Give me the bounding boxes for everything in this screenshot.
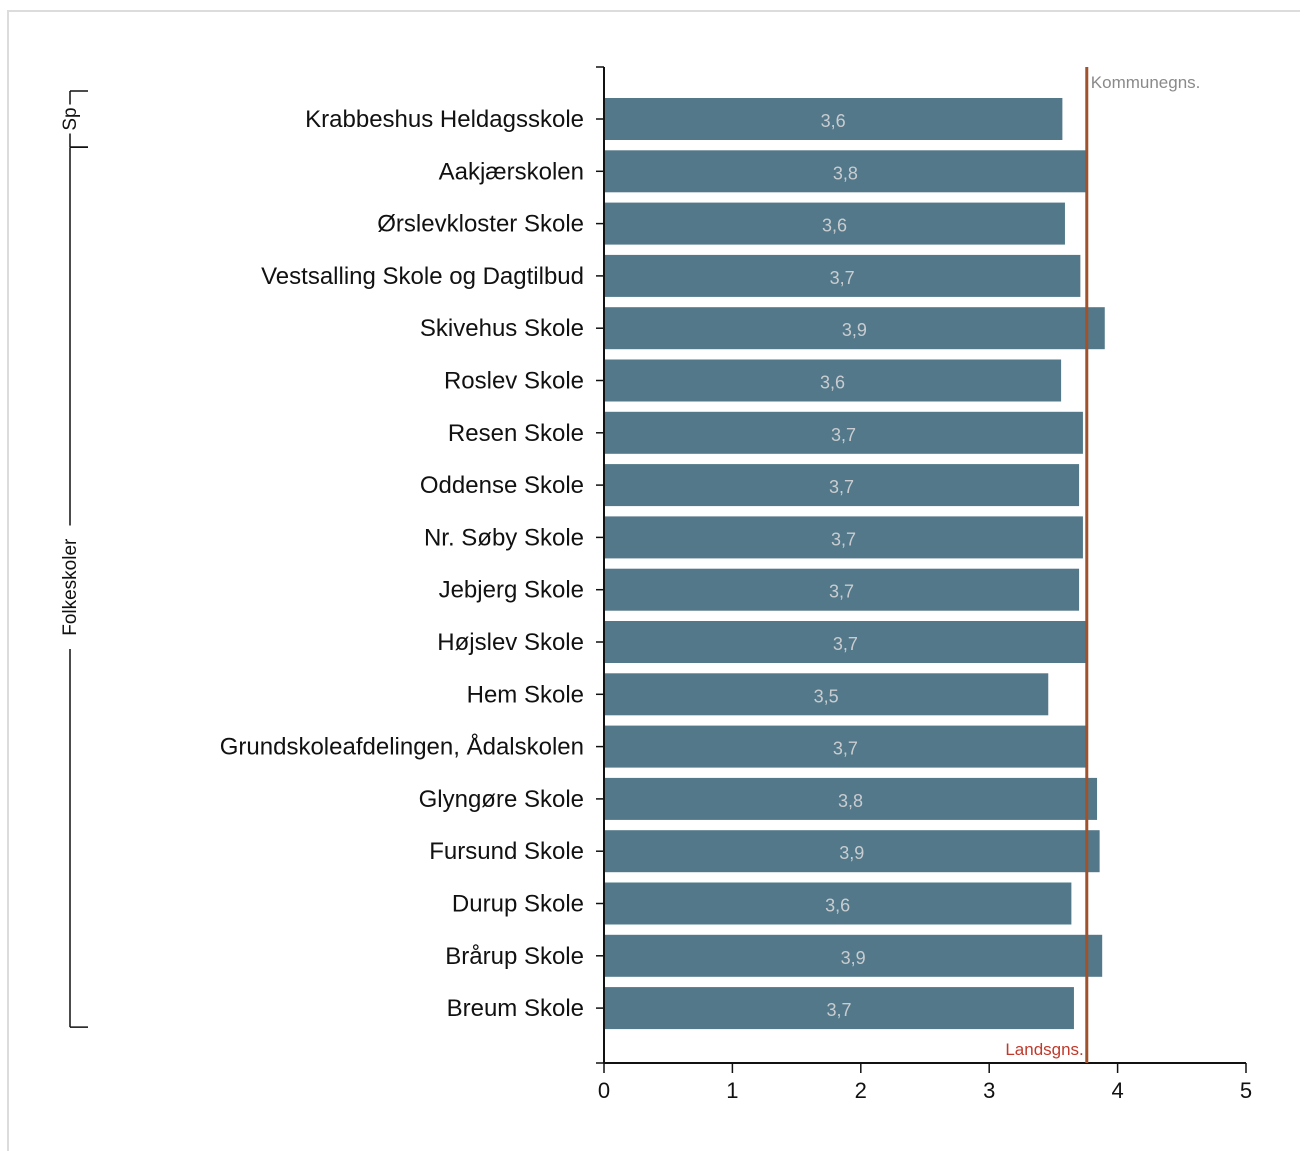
data-label: 3,6 bbox=[825, 896, 850, 916]
data-label: 3,7 bbox=[826, 1000, 851, 1020]
bar bbox=[605, 777, 1098, 820]
category-label: Hem Skole bbox=[467, 681, 584, 708]
reference-label-top: Kommunegns. bbox=[1091, 73, 1201, 92]
category-label: Grundskoleafdelingen, Ådalskolen bbox=[220, 733, 584, 761]
data-label: 3,6 bbox=[822, 216, 847, 236]
data-label: 3,8 bbox=[833, 163, 858, 183]
bar bbox=[605, 568, 1080, 611]
bar bbox=[605, 934, 1103, 977]
data-label: 3,7 bbox=[833, 634, 858, 654]
data-label: 3,5 bbox=[814, 686, 839, 706]
category-label: Resen Skole bbox=[448, 420, 584, 447]
bar bbox=[605, 882, 1072, 925]
data-label: 3,9 bbox=[839, 843, 864, 863]
bar bbox=[605, 254, 1081, 297]
category-label: Ørslevkloster Skole bbox=[377, 211, 584, 238]
data-label: 3,9 bbox=[842, 320, 867, 340]
data-label: 3,6 bbox=[821, 111, 846, 131]
bar bbox=[605, 516, 1083, 559]
bar bbox=[605, 359, 1062, 402]
category-label: Aakjærskolen bbox=[439, 158, 584, 185]
x-tick-label: 1 bbox=[726, 1078, 738, 1103]
category-label: Oddense Skole bbox=[420, 472, 584, 499]
category-label: Skivehus Skole bbox=[420, 315, 584, 342]
category-label: Jebjerg Skole bbox=[439, 577, 584, 604]
x-tick-label: 2 bbox=[855, 1078, 867, 1103]
category-label: Brårup Skole bbox=[445, 943, 584, 970]
x-tick-label: 5 bbox=[1240, 1078, 1252, 1103]
bar bbox=[605, 725, 1087, 768]
category-label: Vestsalling Skole og Dagtilbud bbox=[261, 263, 584, 290]
x-tick-label: 0 bbox=[598, 1078, 610, 1103]
bar bbox=[605, 150, 1087, 193]
category-label: Krabbeshus Heldagsskole bbox=[305, 106, 584, 133]
bar bbox=[605, 621, 1087, 663]
category-label: Breum Skole bbox=[447, 995, 584, 1022]
x-tick-label: 4 bbox=[1111, 1078, 1123, 1103]
category-label: Roslev Skole bbox=[444, 368, 584, 395]
bar bbox=[605, 98, 1063, 140]
bar bbox=[605, 307, 1105, 350]
group-label: Folkeskoler bbox=[60, 538, 81, 636]
category-label: Durup Skole bbox=[452, 891, 584, 918]
data-label: 3,7 bbox=[829, 582, 854, 602]
category-label: Nr. Søby Skole bbox=[424, 524, 584, 551]
data-label: 3,6 bbox=[820, 373, 845, 393]
bar bbox=[605, 987, 1074, 1030]
data-label: 3,7 bbox=[830, 268, 855, 288]
data-label: 3,8 bbox=[838, 791, 863, 811]
bar bbox=[605, 464, 1080, 507]
data-label: 3,7 bbox=[833, 739, 858, 759]
bar bbox=[605, 673, 1049, 716]
x-tick-label: 3 bbox=[983, 1078, 995, 1103]
bar bbox=[605, 830, 1100, 873]
group-label: Sp bbox=[60, 107, 81, 130]
data-label: 3,9 bbox=[841, 948, 866, 968]
reference-label-bottom: Landsgns. bbox=[1005, 1040, 1083, 1059]
category-label: Højslev Skole bbox=[437, 629, 584, 656]
data-label: 3,7 bbox=[831, 529, 856, 549]
category-label: Glyngøre Skole bbox=[419, 786, 584, 813]
bar bbox=[605, 202, 1065, 245]
bar bbox=[605, 411, 1083, 454]
category-label: Fursund Skole bbox=[429, 838, 584, 865]
data-label: 3,7 bbox=[829, 477, 854, 497]
data-label: 3,7 bbox=[831, 425, 856, 445]
